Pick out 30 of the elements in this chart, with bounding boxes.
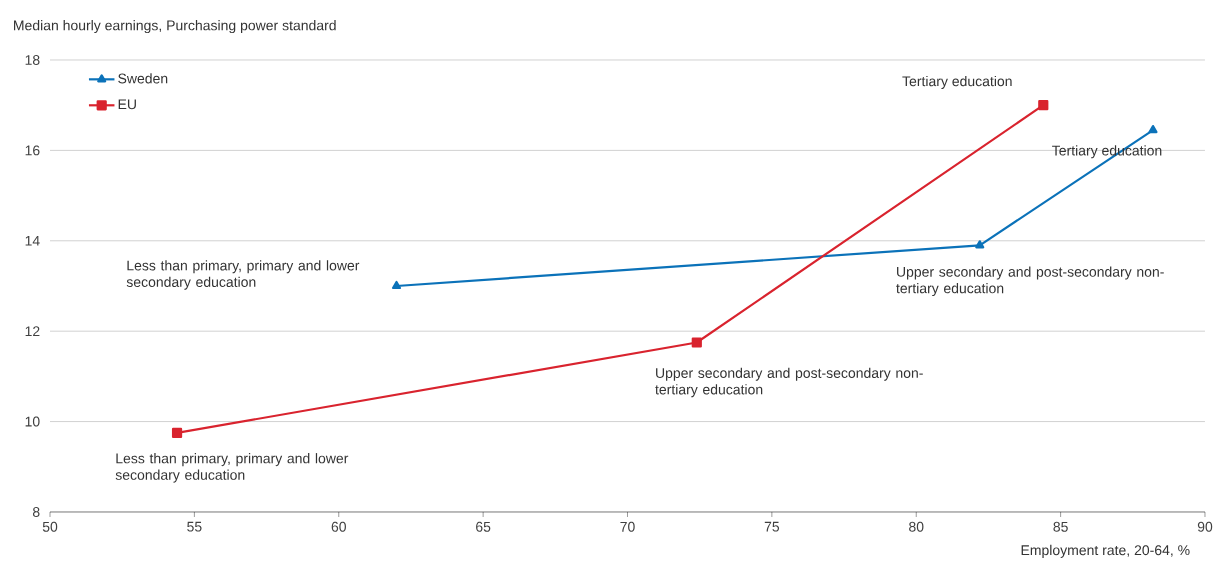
point [1038,100,1049,111]
point [1148,124,1158,134]
legend-label: EU [118,99,136,110]
y-tick-label: 14 [25,235,40,246]
x-tick-label: 70 [620,521,635,532]
x-tick-label: 55 [187,521,202,532]
annotation: Upper secondary and post-secondary non-tertiary education [655,367,923,398]
legend-label: Sweden [118,73,168,84]
point [171,427,183,438]
x-tick-label: 85 [1053,521,1068,532]
y-tick-label: 18 [25,55,40,65]
x-tick-label: 65 [476,521,491,532]
x-tick-label: 80 [909,521,924,532]
annotation: Upper secondary and post-secondary non-tertiary education [896,266,1164,297]
annotation: Tertiary education [902,75,1012,89]
y-tick-label: 10 [25,416,40,427]
y-axis-title: Median hourly earnings, Purchasing power standard [14,20,336,34]
y-tick-label: 8 [32,507,40,517]
x-tick-label: 75 [764,521,780,532]
x-tick-label: 50 [42,521,58,532]
annotation: Less than primary, primary and lower secondary education [126,260,360,290]
y-tick-label: 12 [25,326,40,337]
x-tick-label: 60 [331,521,346,532]
point [391,280,402,290]
point [691,337,702,348]
point [975,240,985,249]
x-axis-title: Employment rate, 20-64, % [1021,544,1190,558]
annotation: Less than primary, primary and lower secondary education [115,453,349,483]
y-tick-label: 16 [25,145,40,156]
x-tick-label: 90 [1197,521,1213,532]
